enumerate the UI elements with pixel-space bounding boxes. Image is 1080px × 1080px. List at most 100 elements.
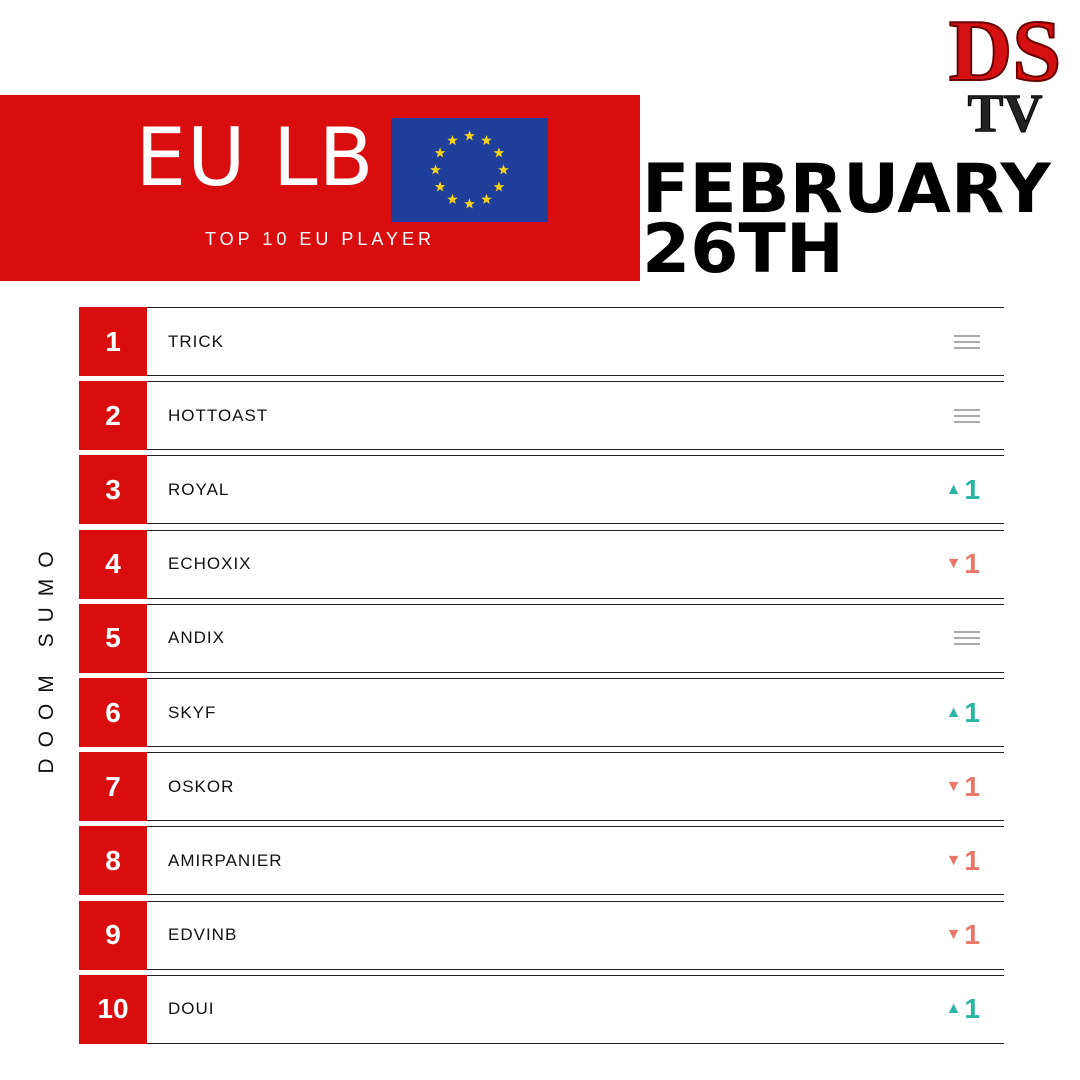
row-line <box>147 968 1004 970</box>
bar <box>954 414 980 417</box>
star <box>434 147 446 158</box>
star <box>430 164 441 175</box>
no-change-icon <box>954 405 980 427</box>
row: 7 OSKOR ▼ 1 <box>79 752 1004 822</box>
row-line <box>147 449 1004 451</box>
date-line: FEBRUARY <box>642 150 1051 229</box>
date: FEBRUARY 26TH <box>642 156 1051 284</box>
player-name: DOUI <box>168 999 215 1019</box>
star <box>493 147 505 158</box>
star <box>464 130 475 141</box>
rank: 6 <box>79 678 147 747</box>
row-line <box>147 671 1004 673</box>
row-line <box>147 900 1004 902</box>
star <box>481 135 492 146</box>
change: 1 <box>964 696 980 728</box>
row-line <box>147 529 1004 531</box>
rank: 4 <box>79 529 147 599</box>
player-name: SKYF <box>168 702 217 722</box>
row: 1 TRICK <box>79 307 1004 376</box>
player-name: HOTTOAST <box>168 405 269 425</box>
logo-bottom: TV <box>967 83 1043 143</box>
logo-top: DS <box>948 3 1063 100</box>
row-line <box>147 974 1004 976</box>
trend: ▼ 1 <box>946 530 980 599</box>
trend-arrow: ▼ <box>945 777 962 795</box>
star <box>464 198 475 209</box>
bar <box>954 334 980 337</box>
row-line <box>147 603 1004 605</box>
row-line <box>147 375 1004 376</box>
star <box>481 193 492 204</box>
eu-flag <box>391 118 548 222</box>
trend-arrow: ▲ <box>945 703 962 721</box>
row-line <box>147 826 1004 828</box>
row: 6 SKYF ▲ 1 <box>79 678 1004 747</box>
trend-arrow: ▲ <box>945 1000 962 1018</box>
star <box>447 135 458 146</box>
row-line <box>147 381 1004 383</box>
trend-arrow: ▼ <box>945 851 962 869</box>
rank: 10 <box>79 974 147 1044</box>
trend-arrow: ▲ <box>945 480 962 498</box>
rank: 2 <box>79 381 147 451</box>
row-line <box>147 597 1004 599</box>
trend-arrow: ▼ <box>945 555 962 573</box>
row: 2 HOTTOAST <box>79 381 1004 451</box>
change: 1 <box>964 473 980 505</box>
trend: ▲ 1 <box>946 975 980 1044</box>
trend <box>954 307 980 376</box>
player-name: OSKOR <box>168 776 235 796</box>
player-name: ANDIX <box>168 628 225 648</box>
bar <box>954 637 980 640</box>
trend-arrow: ▼ <box>945 926 962 944</box>
row: 5 ANDIX <box>79 603 1004 673</box>
rank: 1 <box>79 307 147 376</box>
bar <box>954 408 980 411</box>
star <box>447 193 458 204</box>
change: 1 <box>964 844 980 876</box>
row-line <box>147 523 1004 525</box>
trend: ▼ 1 <box>946 752 980 821</box>
change: 1 <box>964 993 980 1025</box>
star <box>498 164 509 175</box>
player-name: EDVINB <box>168 925 238 945</box>
rank: 3 <box>79 455 147 525</box>
bar <box>954 420 980 423</box>
trend: ▲ 1 <box>946 455 980 524</box>
star <box>493 181 505 192</box>
row-line <box>147 678 1004 679</box>
row: 8 AMIRPANIER ▼ 1 <box>79 826 1004 896</box>
rank: 5 <box>79 603 147 673</box>
bar <box>954 340 980 343</box>
row: 9 EDVINB ▼ 1 <box>79 900 1004 970</box>
row-line <box>147 820 1004 822</box>
player-name: ECHOXIX <box>168 554 252 574</box>
bar <box>954 346 980 349</box>
row: 10 DOUI ▲ 1 <box>79 974 1004 1044</box>
row-line <box>147 455 1004 457</box>
rank: 7 <box>79 752 147 822</box>
star <box>434 181 446 192</box>
no-change-icon <box>954 627 980 649</box>
row-line <box>147 307 1004 308</box>
trend: ▼ 1 <box>946 901 980 970</box>
row-line <box>147 1042 1004 1044</box>
subtitle: TOP 10 EU PLAYER <box>204 229 436 249</box>
trend: ▲ 1 <box>946 678 980 747</box>
row-line <box>147 894 1004 896</box>
change: 1 <box>964 548 980 580</box>
row-line <box>147 752 1004 754</box>
bar <box>954 643 980 646</box>
trend <box>954 604 980 673</box>
change: 1 <box>964 770 980 802</box>
rank: 9 <box>79 900 147 970</box>
title: EU LB <box>135 111 375 204</box>
no-change-icon <box>954 331 980 353</box>
side-label: DOOM SUMO <box>35 540 58 774</box>
player-name: AMIRPANIER <box>168 850 283 870</box>
row: 4 ECHOXIX ▼ 1 <box>79 529 1004 599</box>
bar <box>954 631 980 634</box>
player-name: ROYAL <box>168 479 230 499</box>
